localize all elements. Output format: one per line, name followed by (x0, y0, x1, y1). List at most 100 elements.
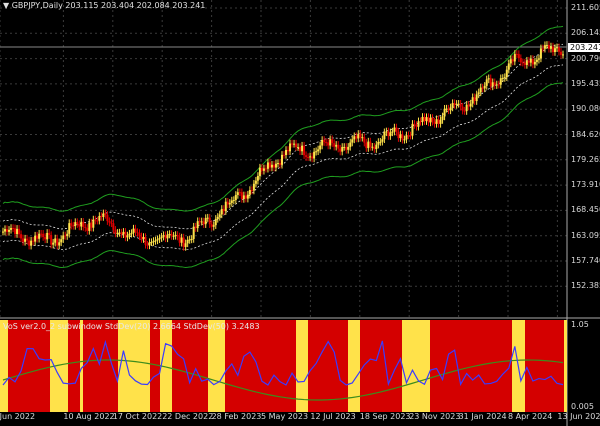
sub-yellow-band (50, 320, 68, 412)
candle-body (475, 94, 478, 102)
candle-body (493, 82, 496, 86)
candle-body (537, 58, 540, 60)
candle-body (287, 149, 290, 152)
candle-body (323, 140, 326, 143)
candle-body (104, 213, 107, 215)
candle-body (549, 46, 552, 49)
candle-body (78, 224, 81, 227)
candle-body (246, 194, 249, 199)
date-tick-label: 8 Apr 2024 (508, 412, 553, 421)
candle-body (541, 48, 544, 50)
candle-body (12, 227, 15, 229)
candle-body (140, 236, 143, 240)
candle-body (399, 134, 402, 139)
candle-body (373, 146, 376, 150)
candle-body (459, 103, 462, 107)
price-tick-label: 168.450 (571, 205, 600, 215)
candle-body (26, 238, 29, 241)
candle-body (353, 136, 356, 140)
candle-body (182, 237, 185, 247)
candle-body (260, 167, 263, 171)
candle-body (407, 135, 410, 137)
candle-body (503, 77, 506, 79)
candle-body (194, 226, 197, 229)
candle-body (10, 227, 13, 230)
candle-body (242, 195, 245, 199)
candle-body (200, 221, 203, 223)
candle-body (218, 214, 221, 217)
candle-body (68, 223, 71, 234)
candle-body (345, 146, 348, 150)
candle-body (415, 125, 418, 127)
candle-body (295, 143, 298, 148)
candle-body (425, 117, 428, 122)
candle-body (210, 224, 213, 227)
price-tick-label: 206.145 (571, 28, 600, 38)
candle-body (244, 195, 247, 199)
candle-body (56, 238, 59, 246)
candle-body (481, 87, 484, 89)
candle-body (547, 44, 550, 49)
candle-body (148, 242, 151, 246)
candle-body (405, 135, 408, 140)
candle-body (499, 78, 502, 85)
candle-body (44, 237, 47, 240)
candle-body (347, 146, 350, 150)
candle-body (16, 228, 19, 235)
candle-body (393, 127, 396, 132)
candle-body (513, 53, 516, 62)
sub-yellow-band (402, 320, 430, 412)
price-tick-label: 173.910 (571, 180, 600, 190)
candle-body (30, 240, 33, 246)
candle-body (250, 190, 253, 192)
candle-body (293, 143, 296, 145)
candle-body (6, 229, 9, 232)
candle-body (421, 116, 424, 122)
candle-body (254, 180, 257, 184)
price-tick-label: 157.740 (571, 256, 600, 265)
candle-body (24, 238, 27, 242)
chart-title: ▼ GBPJPY,Daily 203.115 203.404 202.084 2… (3, 1, 206, 10)
candle-body (395, 127, 398, 132)
candle-body (158, 238, 161, 240)
candle-body (319, 145, 322, 150)
candle-body (365, 142, 368, 149)
date-tick-label: 5 May 2023 (261, 412, 309, 421)
candle-body (8, 229, 11, 232)
candle-body (90, 222, 93, 228)
date-tick-label: 8 Jun 2022 (0, 412, 36, 421)
candle-body (509, 59, 512, 64)
candle-body (160, 236, 163, 239)
candle-body (339, 148, 342, 152)
candle-body (343, 146, 346, 148)
candle-body (433, 121, 436, 124)
candle-body (54, 238, 57, 243)
candle-body (289, 143, 292, 152)
candle-body (535, 59, 538, 62)
candle-body (473, 97, 476, 102)
inner-band-upper (2, 43, 564, 230)
outer-band-upper (2, 25, 564, 212)
candle-body (349, 142, 352, 147)
candle-body (212, 225, 215, 227)
candle-body (142, 237, 145, 240)
candle-body (487, 78, 490, 80)
candle-body (301, 145, 304, 152)
candle-body (369, 141, 372, 147)
candle-body (539, 48, 542, 59)
candle-body (439, 120, 442, 124)
candle-body (391, 131, 394, 133)
candle-body (222, 208, 225, 212)
candle-body (152, 240, 155, 243)
candle-body (216, 216, 219, 219)
outer-band-lower (2, 82, 564, 269)
candle-body (232, 200, 235, 202)
candle-body (545, 44, 548, 46)
sub-yellow-band (208, 320, 225, 412)
candle-body (172, 235, 175, 237)
candle-body (100, 216, 103, 218)
candle-body (455, 103, 458, 105)
candle-body (138, 233, 141, 237)
